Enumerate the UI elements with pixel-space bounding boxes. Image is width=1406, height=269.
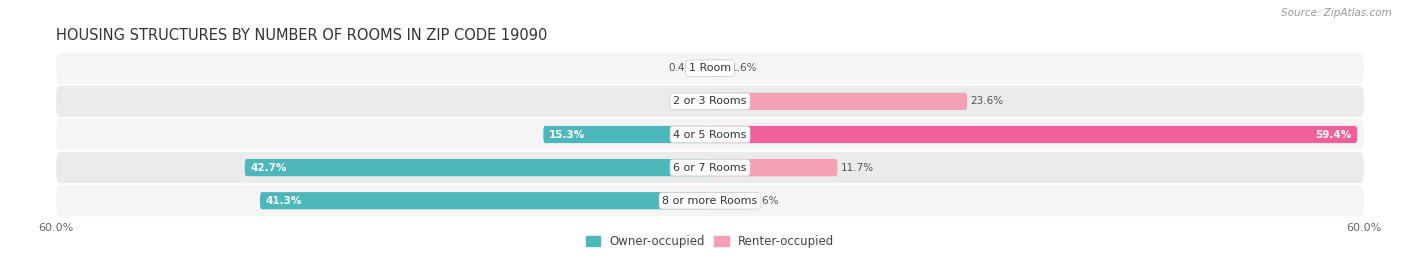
Text: HOUSING STRUCTURES BY NUMBER OF ROOMS IN ZIP CODE 19090: HOUSING STRUCTURES BY NUMBER OF ROOMS IN… [56, 28, 547, 43]
Text: 4 or 5 Rooms: 4 or 5 Rooms [673, 129, 747, 140]
Text: 6 or 7 Rooms: 6 or 7 Rooms [673, 162, 747, 173]
Text: 0.21%: 0.21% [672, 96, 704, 107]
FancyBboxPatch shape [707, 93, 710, 110]
FancyBboxPatch shape [710, 60, 727, 77]
FancyBboxPatch shape [710, 159, 838, 176]
FancyBboxPatch shape [704, 60, 710, 77]
Text: 3.6%: 3.6% [752, 196, 779, 206]
Text: 1 Room: 1 Room [689, 63, 731, 73]
Text: 11.7%: 11.7% [841, 162, 875, 173]
Text: 8 or more Rooms: 8 or more Rooms [662, 196, 758, 206]
FancyBboxPatch shape [245, 159, 710, 176]
Text: 41.3%: 41.3% [266, 196, 302, 206]
Text: 2 or 3 Rooms: 2 or 3 Rooms [673, 96, 747, 107]
Text: 1.6%: 1.6% [731, 63, 758, 73]
Text: 23.6%: 23.6% [970, 96, 1004, 107]
Text: Source: ZipAtlas.com: Source: ZipAtlas.com [1281, 8, 1392, 18]
FancyBboxPatch shape [56, 152, 1364, 183]
FancyBboxPatch shape [543, 126, 710, 143]
FancyBboxPatch shape [710, 192, 749, 209]
FancyBboxPatch shape [56, 53, 1364, 84]
Legend: Owner-occupied, Renter-occupied: Owner-occupied, Renter-occupied [581, 230, 839, 253]
FancyBboxPatch shape [56, 86, 1364, 117]
FancyBboxPatch shape [56, 185, 1364, 216]
FancyBboxPatch shape [710, 126, 1357, 143]
Text: 0.46%: 0.46% [669, 63, 702, 73]
Text: 42.7%: 42.7% [250, 162, 287, 173]
Text: 15.3%: 15.3% [548, 129, 585, 140]
Text: 59.4%: 59.4% [1316, 129, 1351, 140]
FancyBboxPatch shape [710, 93, 967, 110]
FancyBboxPatch shape [260, 192, 710, 209]
FancyBboxPatch shape [56, 119, 1364, 150]
